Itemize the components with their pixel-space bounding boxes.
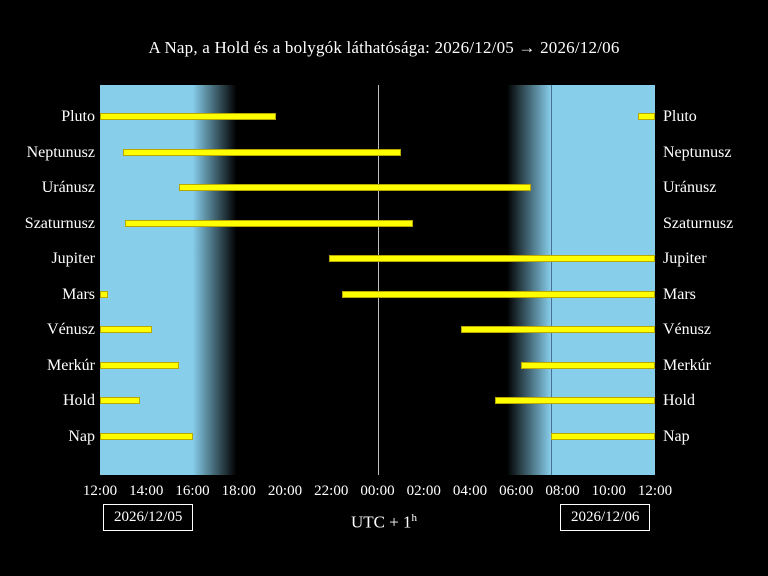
date-box-left: 2026/12/05 bbox=[103, 504, 194, 531]
sunrise-line bbox=[550, 85, 552, 475]
x-tick-label-6: 00:00 bbox=[360, 483, 395, 499]
timezone-text: UTC + 1 bbox=[350, 512, 412, 532]
plot-area bbox=[100, 85, 655, 475]
row-label-right-nap: Nap bbox=[663, 427, 690, 445]
visibility-bar-nap bbox=[100, 432, 193, 440]
x-tick-label-1: 14:00 bbox=[129, 483, 164, 499]
row-label-right-uranusz: Uránusz bbox=[663, 179, 717, 196]
row-label-left-mars: Mars bbox=[62, 285, 95, 303]
x-tick-label-8: 04:00 bbox=[452, 483, 488, 499]
x-tick-label-7: 02:00 bbox=[406, 483, 441, 499]
visibility-bar-nap bbox=[550, 432, 655, 440]
row-label-left-venusz: Vénusz bbox=[47, 321, 95, 338]
visibility-bar-hold bbox=[100, 397, 141, 404]
row-label-right-pluto: Pluto bbox=[663, 108, 697, 125]
row-label-left-hold: Hold bbox=[63, 392, 95, 409]
row-label-right-merkur: Merkúr bbox=[663, 356, 711, 374]
visibility-bar-mars bbox=[100, 290, 109, 298]
row-label-left-pluto: Pluto bbox=[61, 108, 95, 125]
x-tick-label-9: 06:00 bbox=[499, 483, 534, 499]
timezone-superscript: h bbox=[411, 512, 418, 524]
visibility-bar-venusz bbox=[460, 326, 655, 333]
row-label-right-venusz: Vénusz bbox=[663, 321, 711, 338]
x-tick-label-3: 18:00 bbox=[221, 483, 256, 499]
row-label-right-jupiter: Jupiter bbox=[663, 250, 707, 267]
row-label-right-hold: Hold bbox=[663, 392, 695, 409]
timezone-label: UTC + 1h bbox=[0, 512, 768, 533]
row-label-left-jupiter: Jupiter bbox=[51, 250, 95, 267]
visibility-bar-szaturnusz bbox=[125, 219, 414, 227]
visibility-bar-neptunusz bbox=[123, 148, 401, 156]
visibility-bar-pluto bbox=[637, 113, 655, 120]
row-label-left-neptunusz: Neptunusz bbox=[26, 143, 95, 161]
bars-layer bbox=[100, 85, 655, 475]
row-label-left-merkur: Merkúr bbox=[47, 356, 95, 374]
x-tick-label-12: 12:00 bbox=[637, 483, 673, 499]
x-tick-label-10: 08:00 bbox=[545, 483, 580, 499]
x-tick-label-4: 20:00 bbox=[267, 483, 303, 499]
visibility-bar-venusz bbox=[100, 326, 153, 333]
visibility-bar-hold bbox=[495, 397, 655, 404]
visibility-bar-merkur bbox=[100, 361, 179, 369]
row-label-left-uranusz: Uránusz bbox=[41, 179, 95, 196]
x-axis-labels: 12:00 14:00 16:00 18:00 20:00 22:00 00:00 02:00… bbox=[0, 483, 768, 503]
chart-title: A Nap, a Hold és a bolygók láthatósága: … bbox=[148, 38, 620, 57]
visibility-bar-uranusz bbox=[178, 184, 532, 191]
row-label-left-szaturnusz: Szaturnusz bbox=[24, 214, 95, 232]
date-box-right: 2026/12/06 bbox=[560, 504, 651, 531]
row-label-right-neptunusz: Neptunusz bbox=[663, 143, 732, 161]
row-label-left-nap: Nap bbox=[68, 427, 95, 445]
visibility-bar-jupiter bbox=[328, 255, 655, 262]
row-label-right-szaturnusz: Szaturnusz bbox=[663, 214, 734, 232]
x-tick-label-0: 12:00 bbox=[82, 483, 118, 499]
visibility-bar-mars bbox=[341, 290, 655, 298]
midnight-gridline bbox=[377, 85, 379, 475]
x-tick-label-11: 10:00 bbox=[591, 483, 626, 499]
x-tick-label-5: 22:00 bbox=[314, 483, 349, 499]
row-label-right-mars: Mars bbox=[663, 285, 696, 303]
visibility-bar-merkur bbox=[520, 361, 655, 369]
x-tick-label-2: 16:00 bbox=[175, 483, 210, 499]
visibility-bar-pluto bbox=[100, 113, 276, 120]
